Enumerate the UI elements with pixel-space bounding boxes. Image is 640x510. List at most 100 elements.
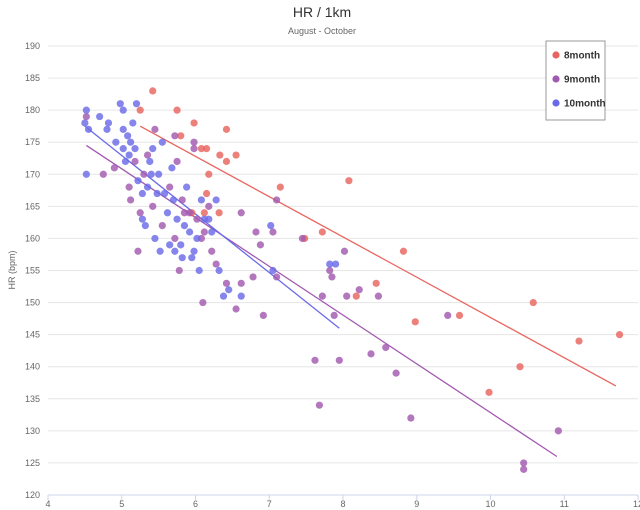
data-point-10month[interactable] xyxy=(121,157,130,166)
data-point-9month[interactable] xyxy=(180,209,189,217)
data-point-9month[interactable] xyxy=(205,202,213,210)
data-point-9month[interactable] xyxy=(190,138,198,146)
data-point-10month[interactable] xyxy=(166,241,174,249)
data-point-9month[interactable] xyxy=(82,112,90,121)
data-point-9month[interactable] xyxy=(335,356,343,364)
data-point-10month[interactable] xyxy=(104,119,113,127)
data-point-10month[interactable] xyxy=(132,100,141,108)
data-point-10month[interactable] xyxy=(219,292,228,300)
data-point-8month[interactable] xyxy=(136,106,144,114)
data-point-9month[interactable] xyxy=(151,125,159,133)
data-point-9month[interactable] xyxy=(158,222,166,230)
data-point-10month[interactable] xyxy=(134,177,142,185)
data-point-10month[interactable] xyxy=(131,145,139,153)
data-point-9month[interactable] xyxy=(444,311,452,319)
data-point-10month[interactable] xyxy=(155,170,163,178)
data-point-10month[interactable] xyxy=(267,222,275,230)
data-point-9month[interactable] xyxy=(222,279,231,287)
data-point-9month[interactable] xyxy=(212,260,220,268)
data-point-10month[interactable] xyxy=(81,119,89,127)
data-point-9month[interactable] xyxy=(208,247,216,255)
data-point-10month[interactable] xyxy=(269,266,277,275)
data-point-9month[interactable] xyxy=(173,157,181,166)
data-point-9month[interactable] xyxy=(269,228,277,236)
data-point-10month[interactable] xyxy=(151,234,159,243)
data-point-10month[interactable] xyxy=(158,138,166,146)
data-point-10month[interactable] xyxy=(212,196,220,204)
data-point-9month[interactable] xyxy=(520,465,528,473)
data-point-10month[interactable] xyxy=(138,215,146,223)
data-point-8month[interactable] xyxy=(149,87,157,95)
data-point-10month[interactable] xyxy=(147,170,155,178)
legend-marker-10month[interactable] xyxy=(552,99,560,107)
data-point-9month[interactable] xyxy=(232,305,240,313)
data-point-9month[interactable] xyxy=(256,241,264,249)
data-point-9month[interactable] xyxy=(171,132,179,140)
data-point-10month[interactable] xyxy=(84,125,93,133)
data-point-10month[interactable] xyxy=(143,183,152,191)
data-point-8month[interactable] xyxy=(276,183,284,191)
data-point-10month[interactable] xyxy=(103,125,111,133)
legend[interactable]: 8month 9month 10month xyxy=(545,40,606,121)
data-point-9month[interactable] xyxy=(328,273,336,281)
data-point-9month[interactable] xyxy=(175,266,183,275)
data-point-9month[interactable] xyxy=(392,369,400,377)
data-point-9month[interactable] xyxy=(171,234,179,243)
data-point-10month[interactable] xyxy=(237,292,245,300)
data-point-8month[interactable] xyxy=(411,318,419,326)
data-point-10month[interactable] xyxy=(125,151,133,159)
data-point-8month[interactable] xyxy=(215,209,223,217)
data-point-8month[interactable] xyxy=(455,311,464,319)
data-point-9month[interactable] xyxy=(259,311,267,319)
data-point-10month[interactable] xyxy=(171,247,179,255)
data-point-10month[interactable] xyxy=(177,241,185,249)
data-point-10month[interactable] xyxy=(188,254,196,262)
data-point-8month[interactable] xyxy=(372,279,380,287)
data-point-8month[interactable] xyxy=(190,119,198,127)
data-point-9month[interactable] xyxy=(200,228,208,236)
data-point-10month[interactable] xyxy=(178,254,186,262)
data-point-8month[interactable] xyxy=(205,170,213,178)
data-point-10month[interactable] xyxy=(82,106,90,114)
data-point-8month[interactable] xyxy=(529,298,537,307)
data-point-10month[interactable] xyxy=(138,189,146,198)
data-point-8month[interactable] xyxy=(177,132,185,140)
data-point-9month[interactable] xyxy=(127,196,135,204)
data-point-10month[interactable] xyxy=(119,125,127,133)
data-point-9month[interactable] xyxy=(186,209,194,217)
data-point-9month[interactable] xyxy=(554,427,562,435)
data-point-9month[interactable] xyxy=(149,202,157,210)
data-point-9month[interactable] xyxy=(190,145,198,153)
data-point-8month[interactable] xyxy=(345,177,353,185)
data-point-9month[interactable] xyxy=(326,266,334,275)
legend-item-8month[interactable]: 8month xyxy=(564,51,600,62)
data-point-10month[interactable] xyxy=(225,286,233,294)
data-point-8month[interactable] xyxy=(222,125,231,133)
data-point-9month[interactable] xyxy=(110,164,118,172)
data-point-10month[interactable] xyxy=(156,247,164,255)
data-point-9month[interactable] xyxy=(315,401,323,409)
data-point-8month[interactable] xyxy=(222,157,231,166)
data-point-9month[interactable] xyxy=(298,234,307,243)
data-point-10month[interactable] xyxy=(173,215,181,223)
data-point-10month[interactable] xyxy=(183,183,191,191)
data-point-10month[interactable] xyxy=(124,132,132,140)
data-point-8month[interactable] xyxy=(200,209,208,217)
data-point-10month[interactable] xyxy=(195,266,203,275)
data-point-8month[interactable] xyxy=(516,363,524,371)
data-point-10month[interactable] xyxy=(82,170,90,178)
data-point-9month[interactable] xyxy=(131,157,139,166)
legend-item-10month[interactable]: 10month xyxy=(564,99,606,110)
data-point-9month[interactable] xyxy=(193,215,201,223)
data-point-10month[interactable] xyxy=(186,228,194,236)
data-point-9month[interactable] xyxy=(237,279,245,287)
legend-marker-8month[interactable] xyxy=(552,51,560,59)
data-point-9month[interactable] xyxy=(311,356,319,364)
data-point-10month[interactable] xyxy=(129,119,137,127)
data-point-9month[interactable] xyxy=(367,350,375,358)
data-point-9month[interactable] xyxy=(343,292,351,300)
data-point-10month[interactable] xyxy=(96,112,104,121)
data-point-8month[interactable] xyxy=(575,337,583,345)
data-point-10month[interactable] xyxy=(190,247,198,255)
data-point-9month[interactable] xyxy=(136,209,144,217)
